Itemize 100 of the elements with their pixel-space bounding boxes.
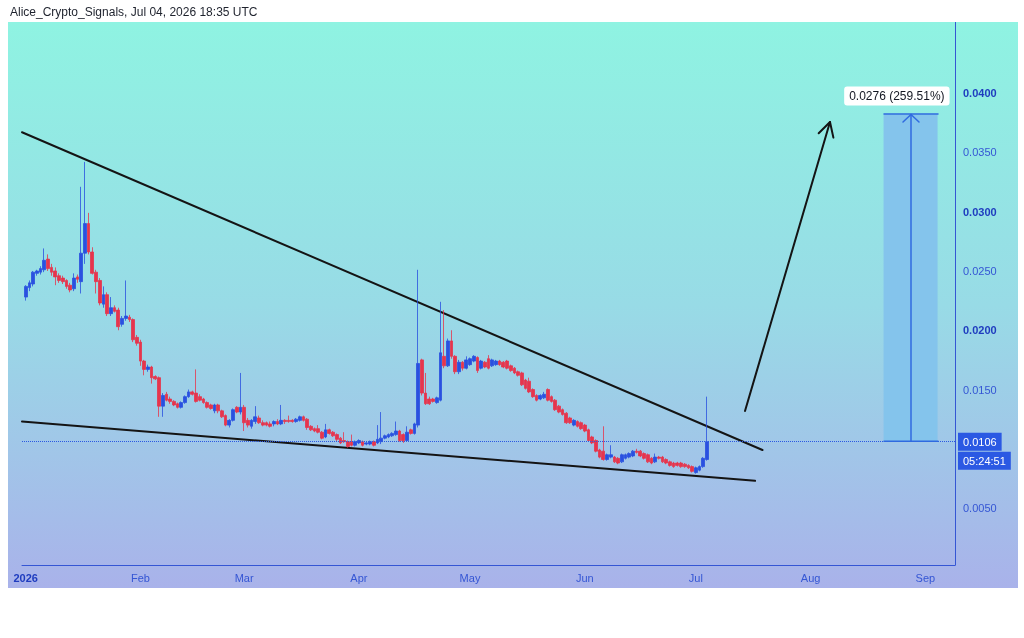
candlestick: [490, 358, 494, 368]
candlestick: [224, 414, 227, 427]
candlestick: [401, 433, 405, 444]
candlestick: [161, 392, 165, 418]
candlestick: [150, 365, 153, 384]
candlestick: [679, 461, 683, 469]
candlestick: [102, 285, 105, 309]
y-tick-label: 0.0150: [963, 383, 997, 396]
candlestick: [627, 451, 631, 459]
candlestick: [646, 453, 650, 464]
candlestick: [672, 461, 675, 469]
y-tick-label: 0.0400: [963, 87, 997, 100]
candlestick: [542, 391, 546, 400]
data-label: 0.0276 (259.51%): [849, 89, 945, 104]
candlestick: [442, 309, 446, 369]
candlestick: [290, 418, 294, 424]
y-tick-label: 0.0050: [963, 502, 997, 515]
candlestick: [261, 419, 265, 427]
candlestick: [294, 417, 298, 424]
candlestick: [624, 453, 627, 460]
candlestick: [661, 455, 664, 464]
candlestick: [613, 455, 616, 464]
x-tick-label: May: [459, 571, 481, 584]
candlestick: [476, 355, 479, 374]
candlestick: [265, 421, 268, 427]
candlestick: [342, 431, 346, 444]
candlestick: [324, 423, 327, 439]
candlestick: [387, 433, 390, 439]
x-tick-label: 2026: [13, 571, 38, 584]
candlestick: [65, 278, 68, 290]
candlestick: [131, 318, 135, 343]
candlestick: [501, 360, 505, 369]
candlestick: [350, 434, 353, 447]
candlestick: [461, 360, 464, 371]
candlestick: [468, 357, 472, 367]
candlestick: [146, 364, 150, 373]
candlestick: [116, 307, 120, 331]
ref-line-label: 0.0106: [963, 435, 997, 448]
candlestick: [616, 456, 620, 465]
candlestick: [683, 462, 687, 469]
chart-title: Alice_Crypto_Signals, Jul 04, 2026 18:35 UTC: [10, 5, 258, 19]
candlestick: [287, 415, 290, 424]
candlestick: [653, 453, 657, 464]
candlestick: [439, 301, 442, 402]
candlestick: [361, 440, 364, 447]
candlestick: [42, 248, 46, 273]
candlestick: [239, 372, 242, 415]
candlestick: [464, 355, 468, 370]
candlestick: [494, 359, 498, 367]
candlestick: [601, 425, 605, 462]
candlestick: [372, 440, 376, 447]
candlestick: [538, 393, 542, 401]
candlestick: [446, 338, 450, 368]
candlestick: [650, 456, 653, 465]
candlestick: [498, 359, 501, 367]
candlestick: [305, 417, 309, 431]
candlestick: [272, 419, 276, 427]
candlestick: [46, 253, 50, 272]
candlestick: [72, 272, 76, 292]
text: 05:24:51: [963, 454, 1006, 467]
candlestick: [335, 433, 339, 443]
candlestick: [457, 359, 461, 375]
candlestick: [202, 397, 205, 405]
candlestick: [642, 451, 646, 460]
candlestick: [205, 400, 209, 409]
candlestick: [276, 418, 279, 426]
candlestick: [53, 267, 57, 286]
candlestick: [431, 397, 435, 403]
candlestick: [209, 403, 213, 411]
candlestick: [564, 411, 568, 425]
candlestick: [24, 284, 28, 302]
x-tick-label: Feb: [130, 571, 150, 584]
candlestick: [409, 428, 413, 435]
y-tick-label: 0.0250: [963, 264, 997, 277]
candlestick: [635, 448, 638, 454]
x-tick-label: Apr: [350, 571, 368, 584]
candlestick: [694, 466, 698, 475]
candlestick: [31, 270, 35, 287]
candlestick: [609, 444, 613, 459]
candlestick: [339, 436, 342, 445]
candlestick: [576, 419, 579, 428]
x-tick-label: Aug: [800, 571, 821, 584]
candlestick: [105, 291, 109, 317]
candlestick: [331, 430, 335, 438]
candlestick: [587, 428, 590, 443]
candlestick: [176, 402, 179, 409]
candlestick: [168, 396, 172, 405]
y-tick-label: 0.0200: [963, 324, 997, 337]
candlestick: [253, 405, 257, 425]
candlestick: [505, 359, 509, 370]
candlestick: [398, 429, 401, 443]
candlestick: [313, 427, 316, 433]
candlestick: [546, 387, 550, 402]
y-tick-label: 0.0350: [963, 146, 997, 159]
candlestick: [213, 403, 216, 414]
x-tick-label: Mar: [234, 571, 254, 584]
candlestick: [109, 296, 113, 317]
candlestick: [509, 364, 513, 373]
candlestick: [165, 391, 168, 402]
x-tick-label: Jul: [688, 571, 703, 584]
